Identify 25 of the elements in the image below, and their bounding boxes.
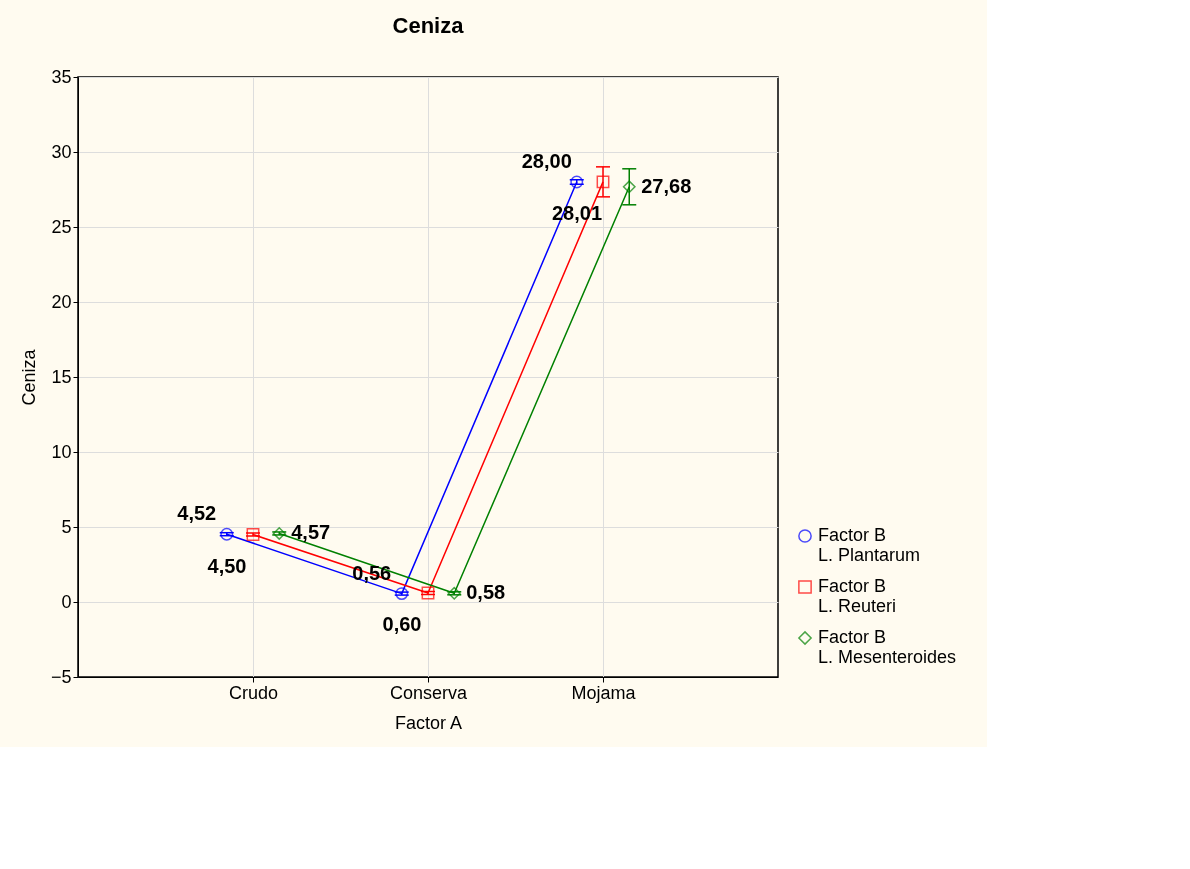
y-tick-label: 15 (51, 366, 72, 387)
data-label: 28,00 (521, 150, 572, 172)
legend-label: Factor B L. Plantarum (818, 525, 921, 565)
y-axis-title: Ceniza (18, 348, 39, 406)
y-tick-label: 30 (51, 141, 72, 162)
data-label: 4,50 (207, 554, 247, 577)
data-label: 0,58 (466, 581, 506, 604)
x-tick-label: Mojama (571, 682, 637, 703)
y-tick-label: 25 (51, 216, 72, 237)
data-label: 4,52 (177, 502, 217, 525)
legend-label: Factor B L. Reuteri (818, 576, 897, 616)
data-label: 4,57 (291, 521, 331, 544)
data-label: 0,60 (382, 613, 422, 635)
data-label: 27,68 (641, 174, 692, 197)
y-tick-label: 5 (61, 516, 72, 537)
x-tick-label: Conserva (389, 682, 468, 703)
y-tick-label: −5 (50, 666, 72, 687)
x-axis-title: Factor A (394, 712, 463, 733)
x-tick-label: Crudo (228, 682, 279, 703)
y-tick-label: 20 (51, 291, 72, 312)
y-tick-label: 10 (51, 441, 72, 462)
y-tick-label: 0 (61, 591, 72, 612)
chart-title: Ceniza (392, 13, 465, 38)
legend-label: Factor B L. Mesenteroides (818, 627, 957, 667)
y-tick-label: 35 (51, 66, 72, 87)
